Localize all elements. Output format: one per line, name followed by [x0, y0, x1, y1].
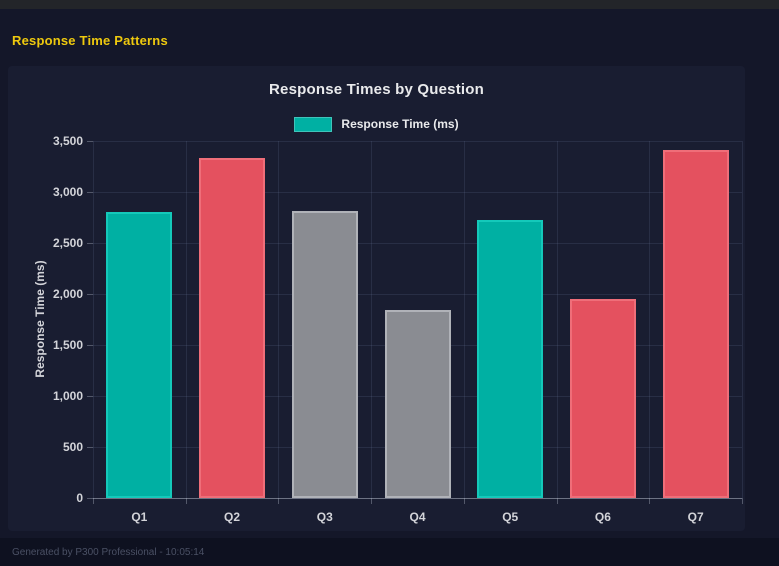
gridline-h	[93, 498, 742, 499]
page-title: Response Time Patterns	[12, 33, 168, 48]
x-tick	[93, 498, 94, 504]
bar-q5[interactable]	[477, 219, 544, 498]
y-tick-label: 1,000	[52, 389, 83, 403]
x-tick	[371, 498, 373, 504]
y-tick	[87, 447, 93, 448]
gridline-v	[278, 141, 280, 498]
plot-area: 0 500 1,000 1,500 2,000 2,500 3,000 3,500 Q1 Q2 Q3…	[8, 66, 745, 531]
bar-q1[interactable]	[106, 212, 173, 498]
y-tick	[87, 345, 93, 346]
x-axis-label: Q1	[131, 510, 148, 524]
y-tick	[87, 396, 93, 397]
y-tick-label: 2,000	[52, 287, 83, 301]
gridline-v	[649, 141, 651, 498]
y-tick-label: 2,500	[52, 236, 83, 250]
bar-q6[interactable]	[569, 299, 636, 498]
x-tick	[742, 498, 743, 504]
x-tick	[185, 498, 187, 504]
x-tick	[278, 498, 280, 504]
gridline-v	[742, 141, 743, 498]
x-tick	[649, 498, 651, 504]
y-tick-label: 500	[62, 440, 83, 454]
bar-q4[interactable]	[384, 310, 451, 498]
y-tick-label: 1,500	[52, 338, 83, 352]
y-tick-label: 3,500	[52, 134, 83, 148]
x-tick	[556, 498, 558, 504]
gridline-h	[93, 192, 742, 193]
bar-q2[interactable]	[199, 158, 266, 498]
gridline-v	[93, 141, 94, 498]
x-axis-label: Q2	[224, 510, 241, 524]
y-tick-label: 3,000	[52, 185, 83, 199]
y-tick	[87, 243, 93, 244]
y-tick	[87, 498, 93, 499]
legend-swatch-icon	[294, 116, 333, 132]
chart-title: Response Times by Question	[269, 81, 484, 98]
gridline-v	[463, 141, 465, 498]
gridline-h	[93, 294, 742, 295]
y-tick-label: 0	[76, 491, 83, 505]
x-axis-label: Q4	[409, 510, 426, 524]
bar-q3[interactable]	[291, 211, 358, 498]
gridline-v	[556, 141, 558, 498]
window-top-strip	[0, 0, 779, 9]
x-axis-label: Q3	[316, 510, 333, 524]
x-axis-label: Q6	[594, 510, 611, 524]
footer-text: Generated by P300 Professional - 10:05:1…	[12, 546, 205, 558]
gridline-h	[93, 243, 742, 244]
chart-legend[interactable]: Response Time (ms)	[8, 116, 745, 132]
legend-label: Response Time (ms)	[341, 117, 459, 131]
footer: Generated by P300 Professional - 10:05:1…	[0, 538, 779, 566]
x-axis-label: Q7	[687, 510, 704, 524]
gridline-h	[93, 141, 742, 142]
x-tick	[463, 498, 465, 504]
bar-q7[interactable]	[662, 150, 729, 498]
y-tick	[87, 294, 93, 295]
gridline-v	[185, 141, 187, 498]
x-axis-label: Q5	[502, 510, 519, 524]
y-tick	[87, 192, 93, 193]
gridline-v	[371, 141, 373, 498]
chart-panel: Response Times by Question Response Time…	[8, 66, 745, 531]
y-tick	[87, 141, 93, 142]
